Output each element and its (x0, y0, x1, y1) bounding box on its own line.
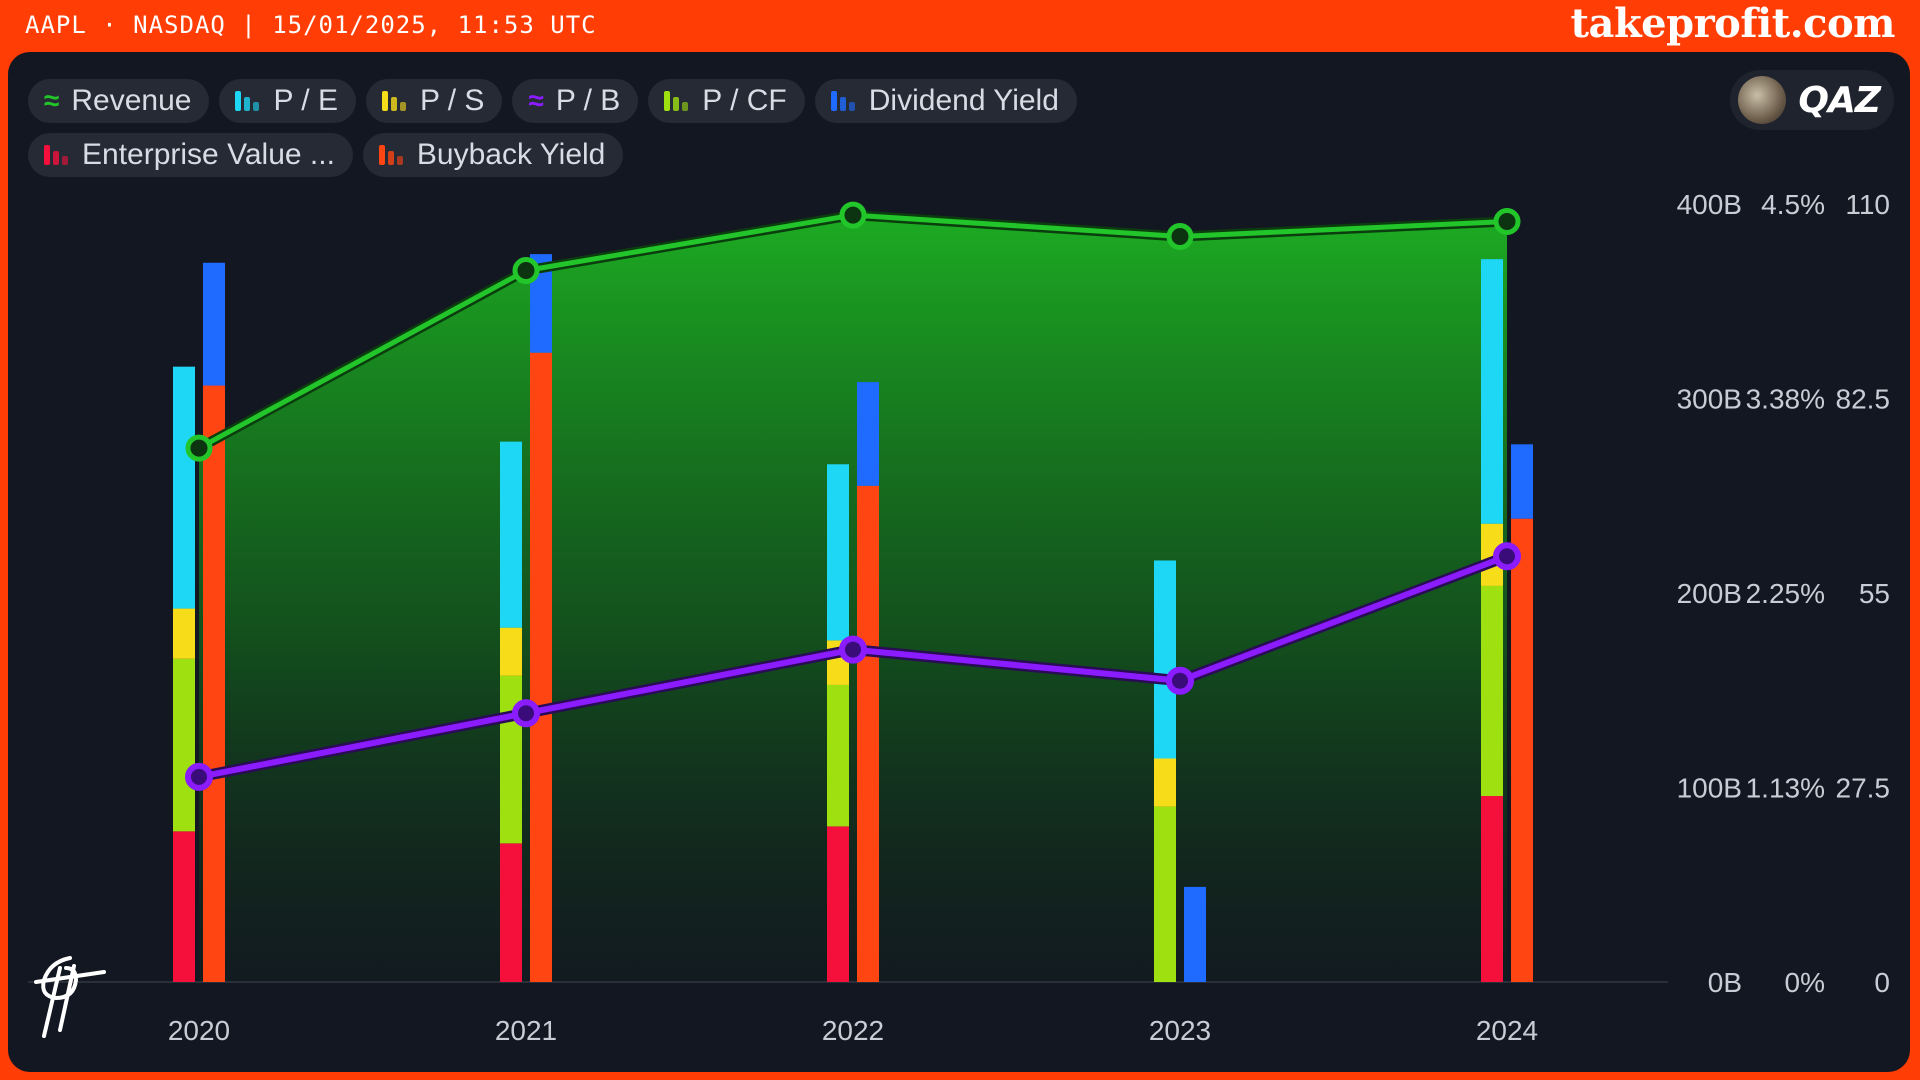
x-tick-label: 2022 (822, 1015, 884, 1046)
y-tick-label-ratio: 82.5 (1836, 384, 1891, 415)
bar-enterprise-value--2020 (173, 831, 195, 982)
bar-p-e-2020 (173, 366, 195, 609)
bar-p-e-2021 (500, 441, 522, 628)
area-wave-icon: ≈ (44, 85, 60, 116)
line-wave-icon: ≈ (528, 85, 544, 116)
pb-point-2020 (185, 762, 213, 791)
legend-label: P / B (555, 84, 621, 117)
bar-dividend-yield-2020 (203, 262, 225, 386)
pb-point-2022 (839, 635, 867, 664)
pb-point-2023 (1166, 666, 1194, 695)
bar-p-s-2020 (173, 608, 195, 659)
user-badge[interactable]: QAZ (1730, 70, 1894, 130)
bar-p-e-2022 (827, 464, 849, 641)
y-tick-label-percent: 1.13% (1746, 773, 1825, 804)
bar-p-e-2024 (1481, 259, 1503, 524)
bar-enterprise-value--2024 (1481, 795, 1503, 982)
x-tick-label: 2021 (495, 1015, 557, 1046)
bar-p-s-2021 (500, 627, 522, 676)
pb-point-2021 (512, 699, 540, 728)
takeprofit-logo-icon (34, 956, 106, 1038)
bar-p-cf-2020 (173, 658, 195, 832)
y-tick-label-revenue: 100B (1677, 773, 1742, 804)
revenue-point-2022 (839, 201, 867, 229)
avatar[interactable] (1738, 76, 1787, 124)
bars-icon (664, 91, 690, 111)
bar-p-e-2023 (1154, 560, 1176, 759)
legend-row-2: Enterprise Value ... Buyback Yield (28, 133, 1228, 177)
bar-dividend-yield-2024 (1511, 444, 1533, 519)
revenue-point-2021 (512, 257, 540, 285)
bar-p-cf-2024 (1481, 585, 1503, 796)
bars-icon (378, 145, 405, 165)
chart-panel: 2020 2021 2022 2023 2024 400B 300B 200B 100B 0B 4.… (8, 52, 1910, 1072)
legend-label: Revenue (71, 84, 192, 117)
y-tick-label-percent: 3.38% (1746, 384, 1825, 415)
legend-label: P / E (273, 84, 338, 117)
y-tick-label-ratio: 55 (1859, 578, 1890, 609)
pb-point-2024 (1493, 542, 1521, 571)
legend-chip-p-b[interactable]: ≈ P / B (512, 79, 639, 123)
y-tick-label-ratio: 110 (1845, 189, 1890, 220)
y-tick-label-ratio: 27.5 (1836, 773, 1891, 804)
bars-icon (235, 91, 261, 111)
legend-chip-p-e[interactable]: P / E (219, 79, 356, 123)
ticker-info: AAPL · NASDAQ | 15/01/2025, 11:53 UTC (25, 11, 597, 39)
x-tick-label: 2023 (1149, 1015, 1211, 1046)
x-tick-label: 2024 (1476, 1015, 1538, 1046)
y-tick-label-percent: 2.25% (1746, 578, 1825, 609)
bar-p-s-2024 (1481, 523, 1503, 586)
y-tick-label-revenue: 400B (1677, 189, 1742, 220)
legend-chip-p-cf[interactable]: P / CF (648, 79, 805, 123)
bar-buyback-yield-2024 (1511, 518, 1533, 982)
bar-p-s-2023 (1154, 758, 1176, 807)
legend-chip-revenue[interactable]: ≈ Revenue (28, 79, 210, 123)
legend-label: Dividend Yield (868, 84, 1059, 117)
revenue-point-2023 (1166, 222, 1194, 250)
legend-label: Buyback Yield (416, 138, 606, 171)
brand-logo-text[interactable]: takeprofit.com (1570, 0, 1896, 47)
chart-canvas[interactable]: 2020 2021 2022 2023 2024 400B 300B 200B 100B 0B 4.… (8, 52, 1910, 1072)
bar-p-cf-2021 (500, 675, 522, 844)
y-tick-label-revenue: 300B (1677, 384, 1742, 415)
bar-enterprise-value--2021 (500, 843, 522, 982)
y-tick-label-revenue: 200B (1677, 578, 1742, 609)
bars-icon (381, 91, 408, 111)
legend-label: P / CF (702, 84, 787, 117)
bars-icon (44, 145, 70, 165)
top-bar: AAPL · NASDAQ | 15/01/2025, 11:53 UTC ta… (0, 0, 1920, 52)
y-tick-label-percent: 4.5% (1761, 189, 1825, 220)
username: QAZ (1798, 79, 1881, 121)
legend-label: P / S (419, 84, 485, 117)
legend-chip-buyback-yield[interactable]: Buyback Yield (362, 133, 624, 177)
bar-buyback-yield-2020 (203, 385, 225, 982)
bars-icon (830, 91, 857, 111)
bar-buyback-yield-2022 (857, 485, 879, 982)
revenue-area (199, 215, 1507, 983)
y-tick-label-ratio: 0 (1874, 967, 1890, 998)
x-tick-label: 2020 (168, 1015, 230, 1046)
legend-chip-dividend-yield[interactable]: Dividend Yield (814, 79, 1077, 123)
y-tick-label-revenue: 0B (1708, 967, 1742, 998)
bar-p-cf-2022 (827, 684, 849, 827)
legend-chip-p-s[interactable]: P / S (365, 79, 503, 123)
revenue-point-2020 (185, 434, 213, 462)
legend-chip-enterprise-value[interactable]: Enterprise Value ... (28, 133, 353, 177)
bar-enterprise-value--2022 (827, 826, 849, 982)
bar-p-cf-2023 (1154, 806, 1176, 982)
bar-dividend-yield-2022 (857, 382, 879, 486)
y-tick-label-percent: 0% (1785, 967, 1825, 998)
bar-dividend-yield-2023 (1184, 886, 1206, 982)
legend-label: Enterprise Value ... (82, 138, 335, 171)
revenue-point-2024 (1493, 208, 1521, 236)
legend-row-1: ≈ Revenue P / E P / S ≈ P / B P / CF Dividend Y… (28, 79, 1228, 123)
legend: ≈ Revenue P / E P / S ≈ P / B P / CF Dividend Y… (28, 79, 1228, 187)
bar-buyback-yield-2021 (530, 352, 552, 982)
